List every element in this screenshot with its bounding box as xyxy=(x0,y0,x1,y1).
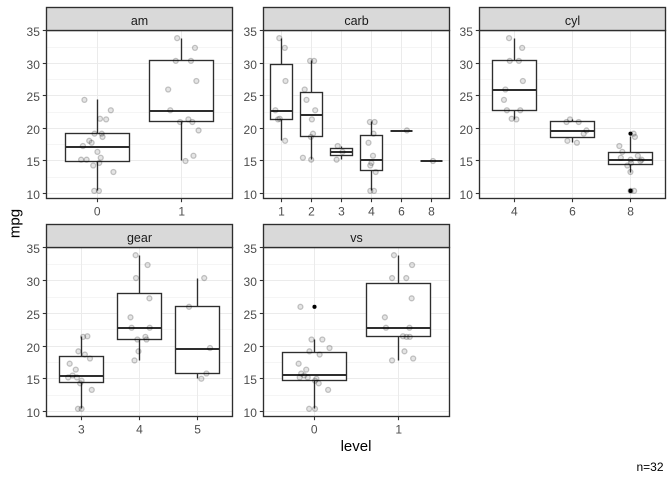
svg-text:1: 1 xyxy=(278,205,285,219)
svg-text:10: 10 xyxy=(460,188,474,202)
svg-text:am: am xyxy=(131,14,148,28)
svg-text:10: 10 xyxy=(27,188,41,202)
svg-text:vs: vs xyxy=(350,231,363,245)
svg-text:4: 4 xyxy=(368,205,375,219)
svg-text:35: 35 xyxy=(244,242,258,256)
svg-text:5: 5 xyxy=(194,423,201,437)
svg-text:1: 1 xyxy=(395,423,402,437)
svg-text:20: 20 xyxy=(27,123,41,137)
svg-text:6: 6 xyxy=(569,205,576,219)
svg-text:0: 0 xyxy=(94,205,101,219)
svg-text:25: 25 xyxy=(244,308,258,322)
svg-text:n=32: n=32 xyxy=(636,460,663,474)
svg-text:30: 30 xyxy=(27,58,41,72)
svg-text:20: 20 xyxy=(244,341,258,355)
svg-text:4: 4 xyxy=(511,205,518,219)
svg-text:20: 20 xyxy=(460,123,474,137)
svg-text:2: 2 xyxy=(308,205,315,219)
svg-text:8: 8 xyxy=(428,205,435,219)
svg-text:25: 25 xyxy=(244,90,258,104)
svg-text:gear: gear xyxy=(127,231,152,245)
svg-text:35: 35 xyxy=(460,25,474,39)
svg-text:35: 35 xyxy=(27,242,41,256)
svg-text:20: 20 xyxy=(244,123,258,137)
svg-text:15: 15 xyxy=(244,373,258,387)
svg-text:10: 10 xyxy=(244,406,258,420)
svg-text:25: 25 xyxy=(27,308,41,322)
svg-text:15: 15 xyxy=(244,155,258,169)
svg-text:8: 8 xyxy=(627,205,634,219)
svg-text:30: 30 xyxy=(460,58,474,72)
svg-text:25: 25 xyxy=(460,90,474,104)
svg-text:30: 30 xyxy=(27,275,41,289)
svg-text:15: 15 xyxy=(460,155,474,169)
svg-text:0: 0 xyxy=(311,423,318,437)
svg-text:1: 1 xyxy=(178,205,185,219)
svg-text:10: 10 xyxy=(27,406,41,420)
svg-text:4: 4 xyxy=(136,423,143,437)
svg-text:mpg: mpg xyxy=(6,209,23,238)
svg-text:20: 20 xyxy=(27,341,41,355)
svg-text:3: 3 xyxy=(338,205,345,219)
svg-text:15: 15 xyxy=(27,373,41,387)
svg-text:level: level xyxy=(341,438,372,455)
svg-text:35: 35 xyxy=(27,25,41,39)
svg-text:10: 10 xyxy=(244,188,258,202)
svg-text:15: 15 xyxy=(27,155,41,169)
svg-text:30: 30 xyxy=(244,275,258,289)
svg-text:cyl: cyl xyxy=(565,14,580,28)
svg-text:30: 30 xyxy=(244,58,258,72)
svg-text:3: 3 xyxy=(78,423,85,437)
svg-text:6: 6 xyxy=(398,205,405,219)
svg-text:carb: carb xyxy=(344,14,368,28)
svg-text:35: 35 xyxy=(244,25,258,39)
svg-text:25: 25 xyxy=(27,90,41,104)
